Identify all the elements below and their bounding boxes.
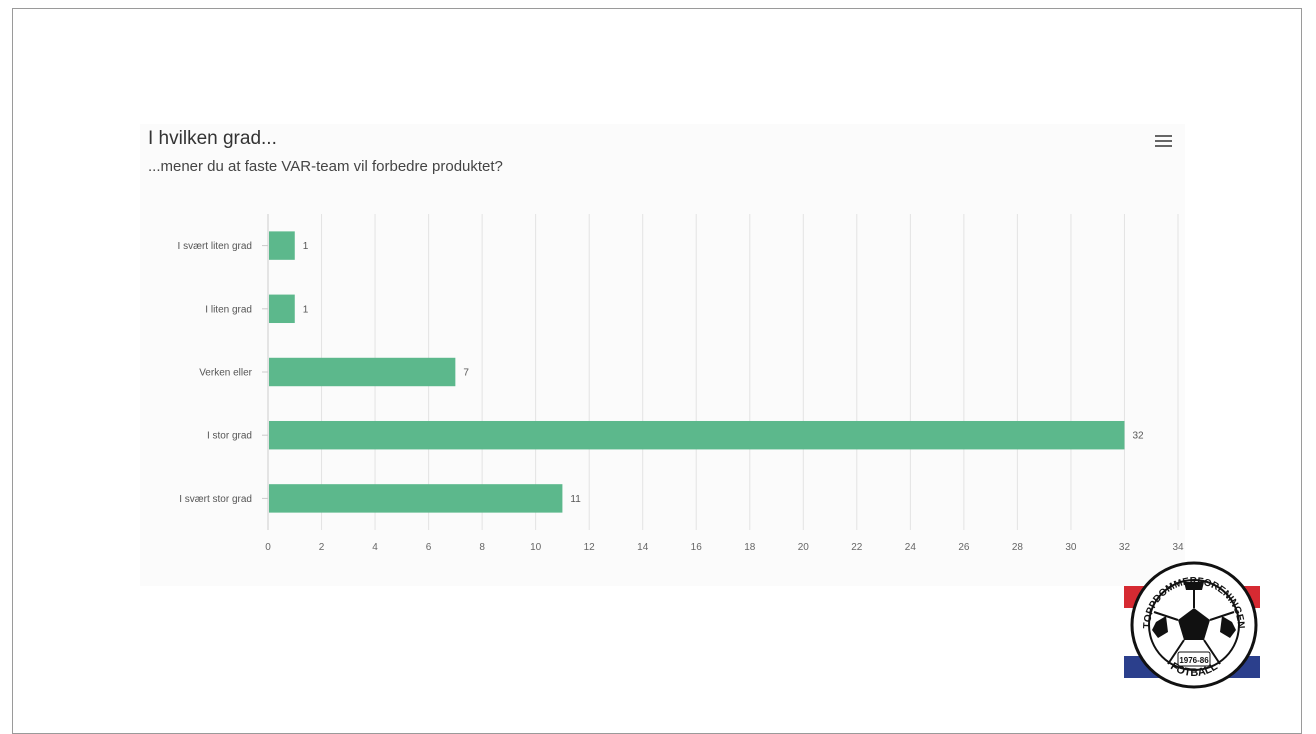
toppdommerforeningen-logo: 1976-86 TOPPDOMMERFORENINGEN FOTBALL [1124, 561, 1260, 689]
chart-menu-button[interactable] [1152, 132, 1176, 154]
x-tick-label: 28 [1012, 542, 1024, 553]
x-tick-label: 2 [319, 542, 325, 553]
bar [269, 420, 1125, 450]
data-label: 11 [570, 494, 581, 505]
data-label: 7 [463, 368, 469, 379]
hamburger-menu-icon-line [1155, 140, 1172, 142]
hamburger-menu-icon-line [1155, 145, 1172, 147]
bar [269, 484, 563, 513]
data-label: 1 [303, 241, 309, 252]
logo-year-text: 1976-86 [1179, 656, 1209, 665]
chart-title: I hvilken grad... [148, 128, 277, 149]
x-tick-label: 18 [744, 542, 756, 553]
category-label: I stor grad [207, 431, 252, 442]
x-tick-label: 32 [1119, 542, 1131, 553]
x-tick-label: 8 [479, 542, 485, 553]
bar [269, 357, 456, 387]
x-tick-label: 30 [1065, 542, 1077, 553]
category-label: I svært stor grad [179, 494, 252, 505]
bar [269, 231, 295, 260]
x-tick-label: 34 [1172, 542, 1184, 553]
logo-ball-pentagon [1178, 608, 1210, 640]
bar [269, 294, 295, 324]
x-tick-label: 26 [958, 542, 970, 553]
x-tick-label: 14 [637, 542, 649, 553]
chart-subtitle: ...mener du at faste VAR-team vil forbed… [148, 158, 503, 175]
category-label: I svært liten grad [178, 241, 252, 252]
category-label: Verken eller [199, 368, 252, 379]
x-tick-label: 16 [691, 542, 703, 553]
hamburger-menu-icon [1155, 135, 1172, 137]
x-tick-label: 6 [426, 542, 432, 553]
x-tick-label: 12 [584, 542, 596, 553]
logo-bottom-text: FOTBALL [1168, 660, 1220, 679]
x-tick-label: 0 [265, 542, 271, 553]
x-tick-label: 10 [530, 542, 542, 553]
x-tick-label: 22 [851, 542, 863, 553]
x-tick-label: 4 [372, 542, 378, 553]
data-label: 32 [1132, 431, 1144, 442]
category-label: I liten grad [205, 304, 252, 315]
svg-text:FOTBALL: FOTBALL [1168, 660, 1220, 679]
x-tick-label: 24 [905, 542, 917, 553]
data-label: 1 [303, 304, 309, 315]
x-tick-label: 20 [798, 542, 810, 553]
